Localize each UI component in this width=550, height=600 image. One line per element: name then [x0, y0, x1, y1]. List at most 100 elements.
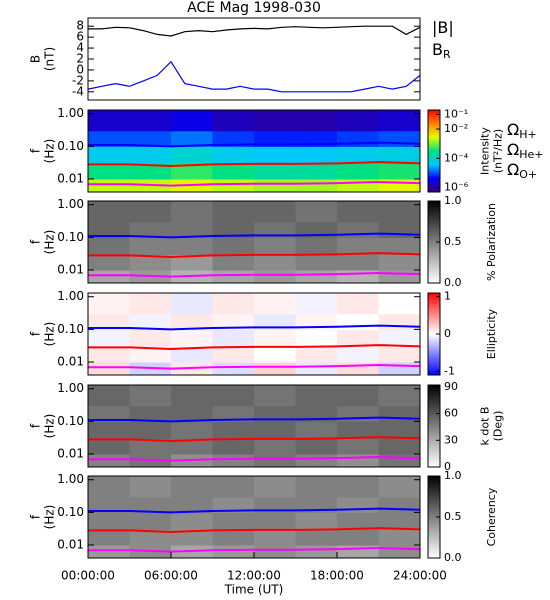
plot-area	[88, 25, 420, 93]
heatmap-cell	[129, 405, 172, 422]
heatmap-cell	[212, 362, 255, 375]
colorbar-tick-label: 10⁻²	[444, 122, 468, 135]
heatmap-cell	[129, 163, 172, 180]
heatmap-cell	[171, 346, 213, 363]
heatmap-cell	[88, 110, 130, 132]
y-tick-label: 0.01	[57, 263, 84, 277]
y-tick-label: 8	[76, 19, 84, 33]
heatmap-cell	[254, 270, 296, 283]
heatmap-cell	[129, 146, 172, 164]
heatmap-cell	[212, 346, 255, 363]
plot-area	[88, 476, 420, 558]
y-tick-label: 0	[76, 62, 84, 76]
heatmap-cell	[129, 512, 172, 530]
colorbar	[427, 384, 441, 468]
heatmap-cell	[337, 201, 379, 223]
heatmap-cell	[378, 362, 420, 375]
heatmap-cell	[254, 329, 296, 347]
heatmap-cell	[378, 476, 420, 498]
x-tick-label: 00:00:00	[61, 569, 115, 583]
heatmap-cell	[171, 476, 213, 498]
heatmap-cell	[212, 454, 255, 467]
heatmap-cell	[171, 329, 213, 347]
heatmap-cell	[129, 385, 172, 407]
heatmap-cell	[254, 179, 296, 192]
heatmap-cell	[212, 130, 255, 147]
heatmap-cell	[378, 512, 420, 530]
heatmap-cell	[254, 221, 296, 238]
figure-title: ACE Mag 1998-030	[187, 0, 321, 16]
heatmap-cell	[88, 329, 130, 347]
series-line	[88, 507, 420, 514]
heatmap-cell	[378, 329, 420, 347]
colorbar-tick-label: 10⁻¹	[444, 107, 468, 120]
heatmap-cell	[295, 146, 338, 164]
heatmap-cell	[378, 529, 420, 546]
y-tick-label: 1.00	[57, 381, 84, 395]
heatmap-cell	[295, 496, 338, 513]
heatmap-cell	[88, 385, 130, 407]
heatmap-cell	[212, 201, 255, 223]
colorbar-label: Coherency	[485, 487, 498, 546]
heatmap-cell	[337, 385, 379, 407]
y-tick-label: 1.00	[57, 106, 84, 120]
y-axis-label: (Hz)	[43, 322, 57, 347]
heatmap-cell	[212, 421, 255, 439]
heatmap-cell	[254, 405, 296, 422]
y-tick-label: 0.10	[57, 230, 84, 244]
colorbar-tick-label: 60	[444, 407, 458, 420]
y-tick-label: 1.00	[57, 472, 84, 486]
heatmap-cell	[212, 496, 255, 513]
y-tick-label: 0.10	[57, 414, 84, 428]
heatmap-cell	[295, 329, 338, 347]
heatmap-cell	[295, 179, 338, 192]
colorbar-tick-label: 1.0	[444, 469, 462, 482]
heatmap-cell	[171, 163, 213, 180]
heatmap-cell	[212, 237, 255, 255]
heatmap-cell	[171, 237, 213, 255]
series-line	[88, 60, 420, 93]
y-tick-label: -4	[72, 84, 84, 98]
y-axis-label: (Hz)	[43, 414, 57, 439]
plot-frame	[87, 292, 421, 376]
heatmap-cell	[254, 454, 296, 467]
plot-frame	[87, 384, 421, 468]
heatmap-cell	[295, 385, 338, 407]
colorbar-label: (nT²/Hz)	[492, 129, 505, 173]
series-line	[88, 344, 420, 351]
legend-entry: ΩHe+	[507, 140, 544, 162]
plot-frame	[87, 200, 421, 284]
y-tick-label: 1.00	[57, 289, 84, 303]
legend-entry-subscript: H+	[519, 128, 537, 141]
heatmap-cell	[88, 362, 130, 375]
heatmap-cell	[212, 293, 255, 315]
legend-entry-subscript: R	[443, 48, 451, 61]
heatmap-cell	[254, 201, 296, 223]
plot-area	[88, 110, 420, 192]
heatmap-cell	[88, 476, 130, 498]
heatmap-cell	[337, 163, 379, 180]
heatmap-cell	[337, 362, 379, 375]
heatmap-cell	[378, 237, 420, 255]
series-line	[88, 180, 420, 187]
series-line	[88, 527, 420, 534]
legend-entry-text: Ω	[507, 140, 519, 159]
heatmap-cell	[171, 201, 213, 223]
legend-entry-subscript: O+	[519, 168, 537, 181]
colorbar-label: % Polarization	[485, 203, 498, 281]
heatmap-cell	[254, 362, 296, 375]
heatmap-cell	[254, 254, 296, 271]
legend-entry: |B|	[432, 18, 454, 37]
heatmap-cell	[212, 438, 255, 455]
heatmap-cell	[129, 110, 172, 132]
heatmap-cell	[129, 254, 172, 271]
y-tick-label: 1.00	[57, 197, 84, 211]
heatmap-cell	[378, 454, 420, 467]
heatmap-cell	[88, 293, 130, 315]
heatmap-cell	[337, 270, 379, 283]
heatmap-cell	[378, 146, 420, 164]
heatmap-cell	[378, 293, 420, 315]
heatmap-cell	[337, 346, 379, 363]
heatmap-cell	[295, 221, 338, 238]
legend-entry-text: Ω	[507, 120, 519, 139]
